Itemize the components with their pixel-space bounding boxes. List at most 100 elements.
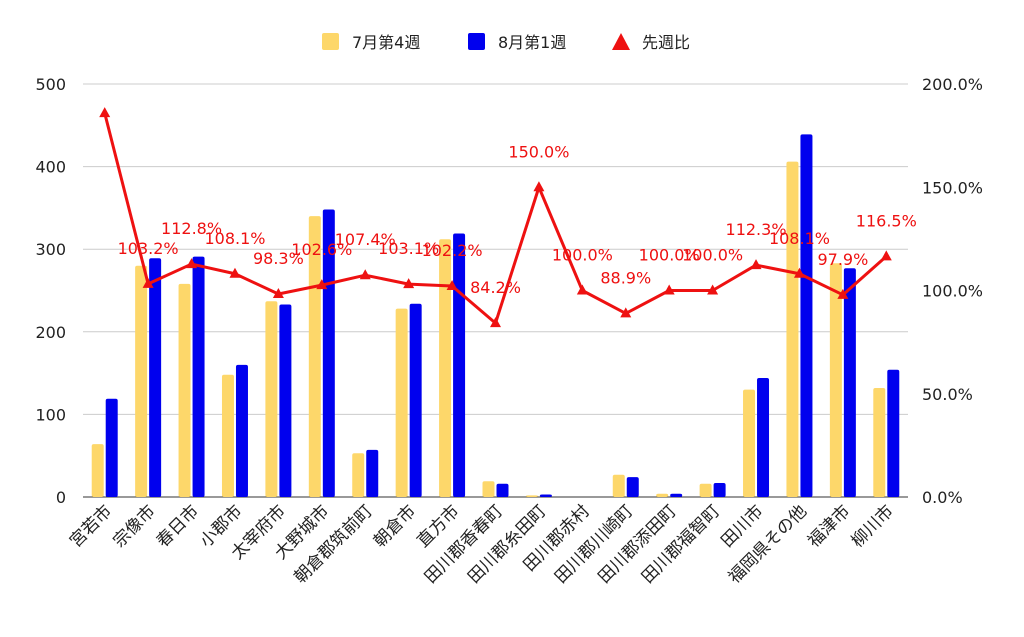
line-point <box>793 267 805 278</box>
data-label: 97.9% <box>817 250 868 269</box>
left-y-axis: 0 100 200 300 400 500 <box>35 75 66 507</box>
legend-label: 先週比 <box>642 33 690 52</box>
bar <box>612 474 625 497</box>
line-point <box>316 279 328 290</box>
bar <box>713 482 726 497</box>
right-tick-label: 50.0% <box>922 385 973 404</box>
data-label: 108.1% <box>204 229 265 248</box>
bar <box>496 483 509 497</box>
bar <box>409 303 422 497</box>
bar <box>525 495 538 497</box>
data-label: 108.1% <box>769 229 830 248</box>
legend: 7月第4週 8月第1週 先週比 <box>322 33 690 52</box>
line-point <box>403 278 415 289</box>
legend-swatch <box>322 33 339 50</box>
category-label: 宮若市 <box>66 501 116 551</box>
line-point <box>880 250 892 261</box>
bar <box>670 493 683 497</box>
bar <box>829 263 842 497</box>
legend-swatch <box>612 33 630 50</box>
left-tick-label: 200 <box>35 323 66 342</box>
bar <box>843 268 856 497</box>
bar <box>743 389 756 497</box>
bar <box>626 477 639 497</box>
bar <box>366 449 379 497</box>
data-label: 100.0% <box>639 246 700 265</box>
bar <box>265 301 278 497</box>
bar <box>221 374 234 497</box>
right-tick-label: 100.0% <box>922 282 983 301</box>
line-point <box>490 317 501 328</box>
line-point <box>446 279 458 290</box>
line-point <box>663 284 675 295</box>
line-point <box>707 284 719 295</box>
legend-label: 8月第1週 <box>498 33 566 52</box>
category-label: 朝倉市 <box>370 501 420 551</box>
left-tick-label: 300 <box>35 240 66 259</box>
bar <box>91 444 104 497</box>
bar <box>800 134 813 498</box>
data-label: 103.1% <box>378 239 439 258</box>
left-tick-label: 0 <box>56 488 66 507</box>
left-tick-label: 500 <box>35 75 66 94</box>
bar <box>453 233 466 498</box>
line-point <box>620 307 632 318</box>
category-label: 宗像市 <box>109 501 159 551</box>
bar <box>395 308 408 497</box>
left-tick-label: 400 <box>35 158 66 177</box>
bar <box>235 364 248 497</box>
bar <box>192 256 205 497</box>
data-label: 102.2% <box>422 241 483 260</box>
data-label: 112.3% <box>726 220 787 239</box>
bar <box>105 398 118 497</box>
legend-label: 7月第4週 <box>352 33 420 52</box>
bar <box>757 378 770 497</box>
line-point <box>186 258 198 269</box>
line-point <box>272 288 284 299</box>
bars <box>91 134 900 498</box>
bar <box>439 239 452 497</box>
bar <box>656 493 669 497</box>
line-point <box>837 288 849 299</box>
gridlines <box>83 83 908 498</box>
right-tick-label: 0.0% <box>922 488 963 507</box>
data-label: 102.6% <box>291 240 352 259</box>
data-label: 107.4% <box>335 230 396 249</box>
data-label: 150.0% <box>508 142 569 161</box>
data-label: 84.2% <box>470 278 521 297</box>
bar <box>352 453 365 497</box>
data-label: 100.0% <box>682 246 743 265</box>
ratio-line: 103.2%112.8%108.1%98.3%102.6%107.4%103.1… <box>99 107 917 328</box>
bar <box>873 387 886 497</box>
line-point <box>229 267 241 278</box>
left-tick-label: 100 <box>35 405 66 424</box>
bar <box>135 265 148 497</box>
category-labels: 宮若市宗像市春日市小郡市太宰府市大野城市朝倉郡筑前町朝倉市直方市田川郡香春町田川… <box>66 501 898 587</box>
right-tick-label: 200.0% <box>922 75 983 94</box>
data-label: 116.5% <box>856 211 917 230</box>
bar <box>178 283 191 497</box>
bar <box>539 494 552 497</box>
data-label: 88.9% <box>600 268 651 287</box>
data-label: 98.3% <box>253 249 304 268</box>
category-label: 福津市 <box>804 501 854 551</box>
line-point <box>99 107 111 118</box>
line-point <box>750 259 762 270</box>
bar <box>482 481 495 497</box>
bar <box>699 483 712 497</box>
category-label: 春日市 <box>153 501 203 551</box>
right-tick-label: 150.0% <box>922 178 983 197</box>
bar <box>149 258 162 497</box>
legend-swatch <box>468 33 485 50</box>
data-label: 100.0% <box>552 246 613 265</box>
bar <box>786 161 799 498</box>
data-label: 112.8% <box>161 219 222 238</box>
line-point <box>576 284 588 295</box>
category-label: 柳川市 <box>848 501 898 551</box>
bar <box>279 304 292 497</box>
data-label: 103.2% <box>118 239 179 258</box>
line-point <box>142 277 154 288</box>
right-y-axis: 0.0% 50.0% 100.0% 150.0% 200.0% <box>922 75 983 507</box>
